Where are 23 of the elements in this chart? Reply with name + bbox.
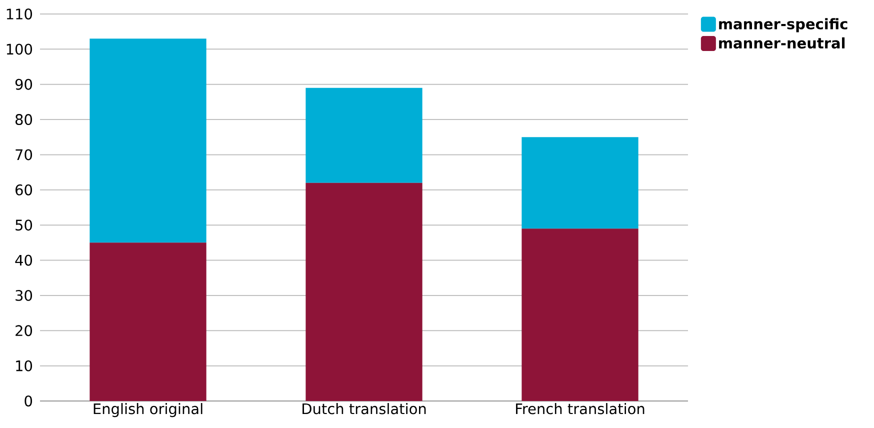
x-tick-label: English original [94, 403, 202, 418]
y-tick-label: 70 [16, 149, 32, 160]
y-tick-label: 90 [15, 78, 32, 90]
y-tick-label: 40 [15, 254, 32, 266]
y-tick-label: 0 [24, 396, 32, 406]
y-tick-label: 10 [16, 360, 32, 372]
x-tick-label: French translation [516, 403, 644, 414]
y-tick-label: 80 [16, 114, 32, 126]
x-tick-label: Dutch translation [302, 403, 426, 414]
bar [90, 242, 206, 401]
y-tick-label: 100 [6, 44, 32, 55]
bar [522, 228, 638, 401]
y-tick-label: 110 [6, 8, 32, 20]
y-tick-label: 20 [16, 325, 32, 336]
bar [522, 137, 638, 229]
legend-label: manner-neutral [719, 37, 845, 49]
y-tick-label: 60 [16, 184, 32, 196]
y-tick-label: 50 [16, 220, 32, 231]
bar [306, 182, 422, 401]
y-tick-label: 30 [16, 290, 32, 301]
bar [306, 88, 422, 183]
bar [90, 38, 206, 243]
legend-label: manner-specific [719, 18, 848, 32]
